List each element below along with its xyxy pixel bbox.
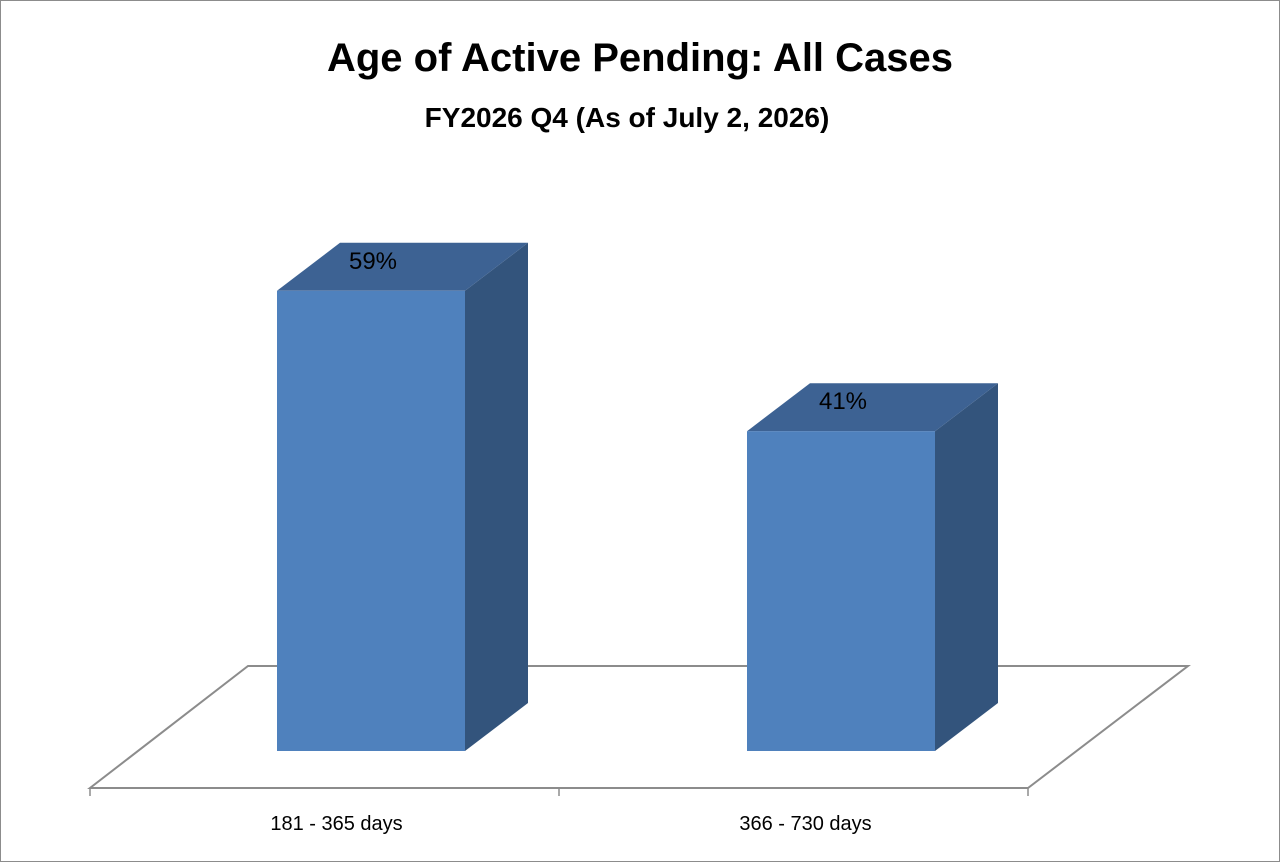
bar-side-face <box>935 383 998 751</box>
floor-plane <box>87 665 1191 789</box>
chart-subtitle: FY2026 Q4 (As of July 2, 2026) <box>424 102 830 133</box>
data-label: 59% <box>349 248 397 275</box>
x-tick-label: 181 - 365 days <box>270 813 402 835</box>
data-label: 41% <box>819 388 867 415</box>
bar-top-face <box>277 242 528 291</box>
bar <box>277 290 465 751</box>
chart-title: Age of Active Pending: All Cases <box>326 36 954 80</box>
chart-floor <box>87 665 1191 796</box>
bar-side-face <box>465 242 528 752</box>
x-tick-label: 366 - 730 days <box>739 813 871 835</box>
bar-top-face <box>747 383 998 432</box>
chart-bars <box>277 242 998 752</box>
bar <box>747 431 935 751</box>
chart-labels: 59% 181 - 365 days 41% 366 - 730 days <box>270 248 871 835</box>
